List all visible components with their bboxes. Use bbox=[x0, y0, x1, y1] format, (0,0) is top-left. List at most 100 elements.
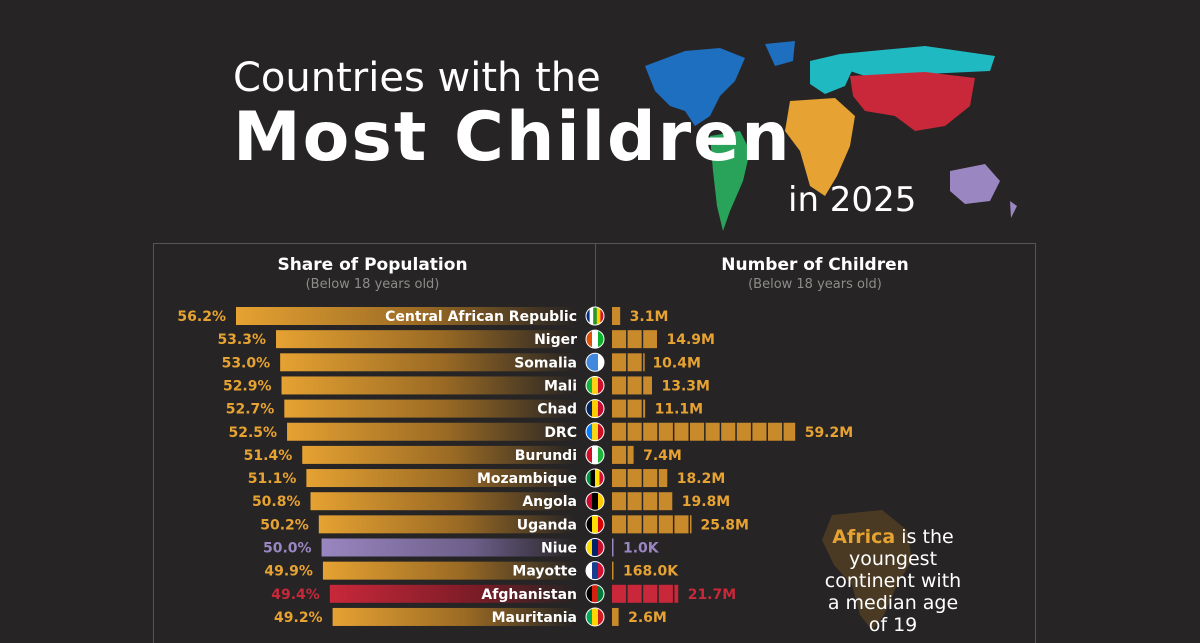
children-value-label: 13.3M bbox=[661, 378, 709, 394]
children-bar bbox=[612, 515, 692, 534]
share-value-label: 50.0% bbox=[263, 541, 312, 557]
children-value-label: 1.0K bbox=[623, 541, 660, 557]
share-value-label: 50.8% bbox=[252, 494, 301, 510]
share-value-label: 51.1% bbox=[248, 471, 297, 487]
flag-icon bbox=[586, 376, 604, 395]
panel-divider bbox=[595, 243, 596, 313]
africa-shape bbox=[785, 98, 855, 196]
children-bar bbox=[612, 399, 646, 418]
children-bar bbox=[612, 584, 679, 603]
share-bar bbox=[276, 330, 575, 349]
flag-icon bbox=[586, 330, 604, 349]
children-bar bbox=[612, 561, 614, 580]
share-bar bbox=[284, 399, 575, 418]
share-value-label: 49.4% bbox=[271, 587, 320, 603]
flag-icon bbox=[586, 515, 604, 534]
children-value-label: 2.6M bbox=[628, 610, 667, 626]
children-bar bbox=[612, 538, 614, 557]
note-line3: continent with bbox=[824, 570, 962, 592]
note-line2: youngest bbox=[848, 548, 938, 570]
flag-icon bbox=[586, 422, 604, 441]
flag-icon bbox=[586, 307, 604, 325]
europe-shape bbox=[810, 54, 855, 94]
flag-icon bbox=[586, 492, 604, 511]
share-bar bbox=[306, 469, 575, 488]
share-value-label: 53.0% bbox=[222, 355, 271, 371]
right-panel-subtitle: (Below 18 years old) bbox=[748, 277, 882, 292]
country-label: Uganda bbox=[517, 517, 577, 533]
share-value-label: 52.7% bbox=[226, 402, 275, 418]
country-label: Somalia bbox=[514, 355, 577, 371]
flag-icon bbox=[586, 538, 604, 557]
share-bar bbox=[318, 515, 575, 534]
country-label: Angola bbox=[522, 494, 577, 510]
share-bar bbox=[322, 561, 575, 580]
country-label: Mayotte bbox=[512, 564, 577, 580]
note-line5: of 19 bbox=[868, 614, 918, 636]
share-value-label: 49.9% bbox=[264, 564, 313, 580]
note-line4: a median age bbox=[827, 592, 959, 614]
asia-shape bbox=[850, 72, 975, 131]
flag-icon bbox=[586, 469, 604, 488]
children-bar bbox=[612, 492, 673, 511]
children-value-label: 14.9M bbox=[666, 332, 714, 348]
country-label: DRC bbox=[544, 425, 577, 441]
country-label: Mozambique bbox=[477, 471, 577, 487]
note-line1-rest: is the bbox=[895, 526, 954, 548]
title-line-1: Countries with the bbox=[233, 55, 601, 101]
africa-highlight: Africa bbox=[832, 526, 896, 548]
left-panel-subtitle: (Below 18 years old) bbox=[305, 277, 440, 292]
world-map-illustration bbox=[645, 41, 1017, 231]
country-label: Afghanistan bbox=[481, 587, 577, 603]
children-value-label: 59.2M bbox=[805, 425, 853, 441]
country-label: Burundi bbox=[515, 448, 577, 464]
children-value-label: 25.8M bbox=[700, 517, 748, 533]
share-value-label: 52.9% bbox=[223, 378, 272, 394]
children-bar bbox=[612, 307, 621, 325]
south-america-shape bbox=[710, 131, 750, 231]
share-value-label: 52.5% bbox=[228, 425, 277, 441]
children-bar bbox=[612, 353, 645, 372]
bar-chart: 56.2% Central African Republic 3.1M 53.3% Ni… bbox=[177, 306, 853, 627]
share-bar bbox=[310, 492, 575, 511]
children-value-label: 168.0K bbox=[623, 564, 679, 580]
share-bar bbox=[332, 607, 575, 626]
children-bar bbox=[612, 607, 619, 626]
flag-icon bbox=[586, 561, 604, 580]
country-label: Niger bbox=[534, 332, 577, 348]
left-panel-title: Share of Population bbox=[277, 255, 468, 275]
children-value-label: 3.1M bbox=[630, 309, 669, 325]
chart-panel bbox=[153, 243, 1036, 643]
africa-note: Africa is the youngest continent with a … bbox=[808, 526, 978, 636]
children-value-label: 11.1M bbox=[655, 402, 703, 418]
country-label: Niue bbox=[541, 541, 577, 557]
children-value-label: 18.2M bbox=[677, 471, 725, 487]
share-bar bbox=[236, 307, 575, 325]
children-bar bbox=[612, 422, 796, 441]
share-bar bbox=[281, 376, 575, 395]
right-panel-title: Number of Children bbox=[721, 255, 909, 275]
children-bar bbox=[612, 376, 652, 395]
share-bar bbox=[321, 538, 575, 557]
share-value-label: 51.4% bbox=[244, 448, 293, 464]
flag-icon bbox=[586, 584, 604, 603]
share-bar bbox=[302, 445, 575, 464]
flag-icon bbox=[586, 399, 604, 418]
children-bar bbox=[612, 469, 668, 488]
share-value-label: 49.2% bbox=[274, 610, 323, 626]
children-value-label: 19.8M bbox=[682, 494, 730, 510]
children-value-label: 10.4M bbox=[652, 355, 700, 371]
share-value-label: 53.3% bbox=[217, 332, 266, 348]
new-zealand-shape bbox=[1010, 201, 1017, 218]
children-bar bbox=[612, 330, 657, 349]
title-main: Most Children bbox=[233, 98, 792, 177]
children-value-label: 7.4M bbox=[643, 448, 682, 464]
share-bar bbox=[329, 584, 575, 603]
flag-icon bbox=[586, 353, 604, 372]
share-bar bbox=[287, 422, 575, 441]
north-america-shape bbox=[645, 48, 745, 126]
africa-silhouette bbox=[822, 510, 912, 630]
flag-icon bbox=[586, 445, 604, 464]
children-bar bbox=[612, 445, 634, 464]
country-label: Central African Republic bbox=[385, 309, 577, 325]
